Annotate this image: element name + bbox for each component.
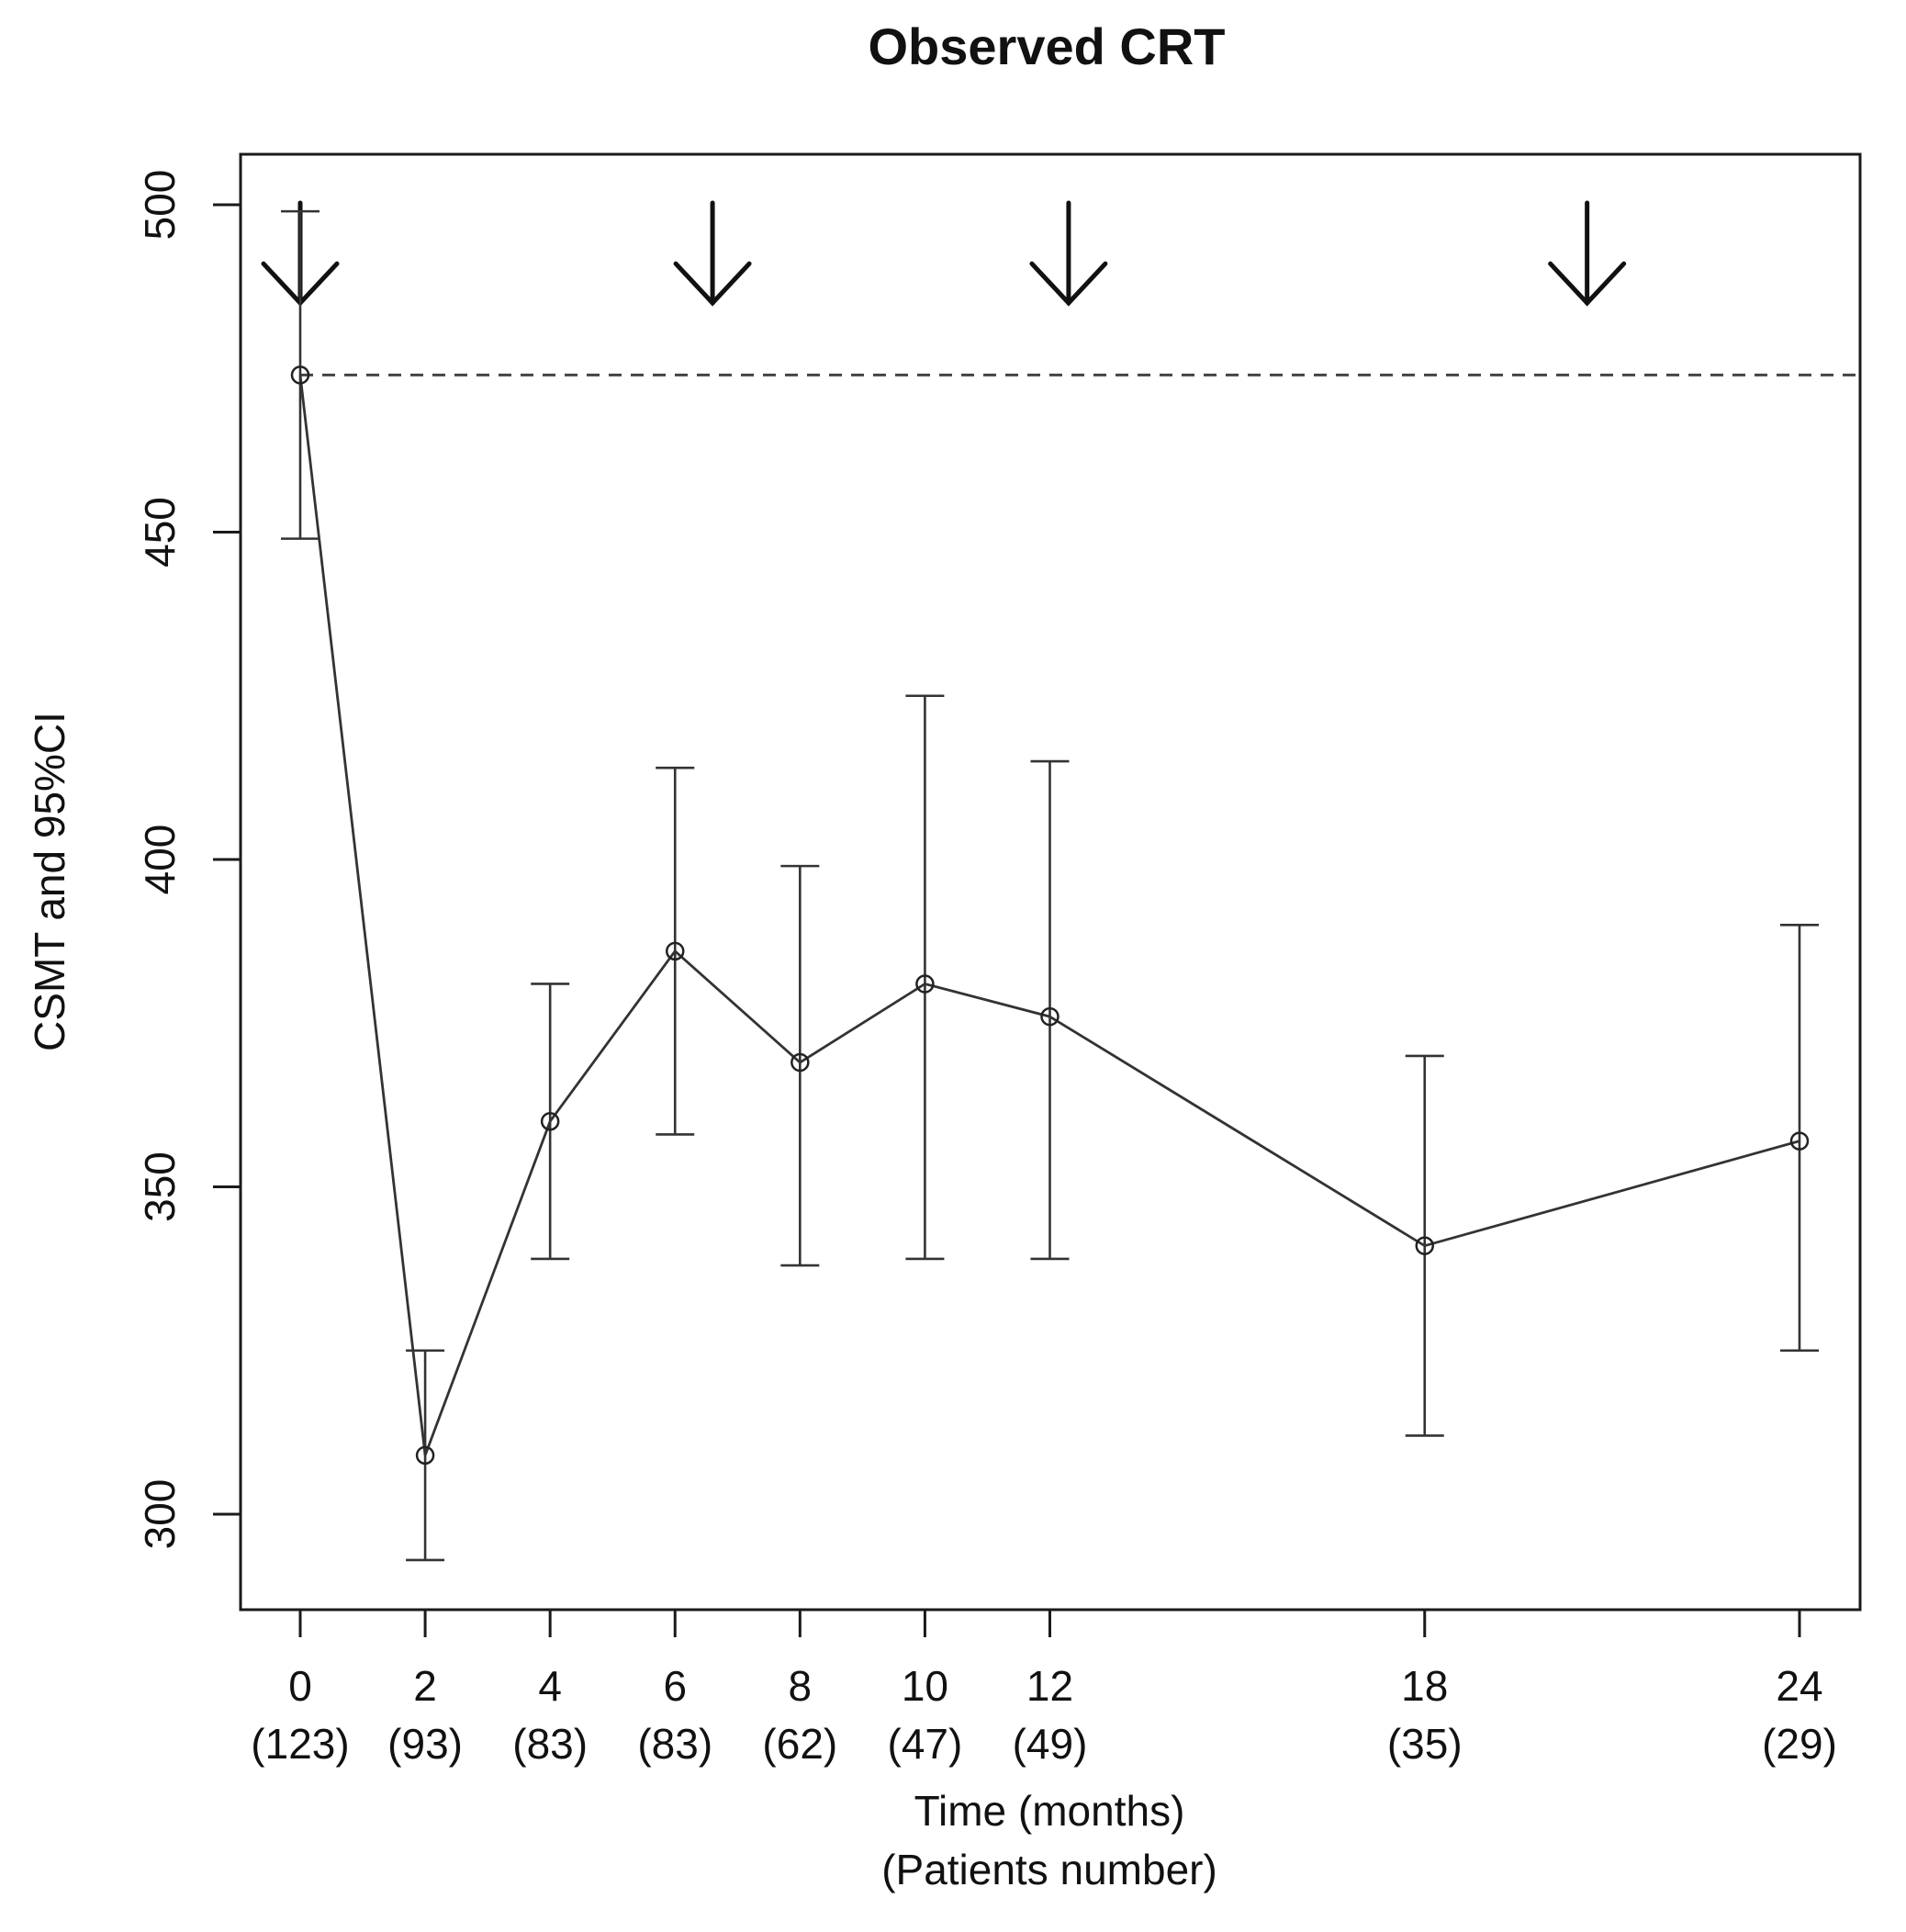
x-patient-count-label: (62) (762, 1720, 837, 1768)
x-patient-count-label: (83) (512, 1720, 588, 1768)
x-axis-label: Time (months) (914, 1787, 1185, 1835)
x-patient-count-label: (93) (387, 1720, 463, 1768)
x-tick-label: 6 (663, 1662, 687, 1710)
x-axis-secondary-label: (Patients number) (881, 1846, 1217, 1893)
data-points (290, 365, 1810, 1466)
treatment-arrows (261, 200, 1627, 307)
x-tick-label: 4 (538, 1662, 562, 1710)
arrow-head (1029, 261, 1108, 307)
y-tick-label: 350 (136, 1151, 184, 1222)
data-point (290, 365, 310, 385)
x-patient-count-label: (35) (1387, 1720, 1463, 1768)
error-bar (1030, 759, 1070, 1261)
x-tick-label: 10 (902, 1662, 948, 1710)
chart-title: Observed CRT (869, 17, 1226, 75)
y-tick-label: 400 (136, 825, 184, 895)
error-bar (780, 864, 820, 1267)
data-point (415, 1445, 435, 1466)
arrow-head (1548, 261, 1627, 307)
error-bar (1780, 923, 1819, 1353)
arrow-icon (1029, 200, 1108, 307)
data-point (666, 941, 685, 961)
x-patient-count-label: (83) (637, 1720, 712, 1768)
data-point (540, 1111, 560, 1131)
x-tick-label: 24 (1776, 1662, 1822, 1710)
y-tick-label: 450 (136, 497, 184, 567)
data-point (1040, 1006, 1060, 1027)
x-patient-count-label: (47) (888, 1720, 963, 1768)
data-point (1789, 1131, 1810, 1151)
error-bars (281, 209, 1819, 1562)
x-tick-label: 12 (1026, 1662, 1073, 1710)
x-tick-label: 18 (1401, 1662, 1448, 1710)
data-point (915, 974, 935, 994)
series-group (298, 375, 1800, 1456)
data-point (790, 1052, 810, 1073)
series-line (298, 375, 1800, 1456)
error-bar (905, 694, 945, 1261)
arrow-head (673, 261, 752, 307)
x-axis: 0 (123) 2 (93) 4 (83) 6 (83) 8 (62) 10 (47) 12 (49) 18… (251, 1608, 1837, 1768)
x-tick-label: 2 (413, 1662, 437, 1710)
arrow-icon (1548, 200, 1627, 307)
x-tick-label: 0 (288, 1662, 312, 1710)
x-patient-count-label: (123) (251, 1720, 349, 1768)
x-patient-count-label: (29) (1762, 1720, 1837, 1768)
arrow-icon (673, 200, 752, 307)
y-tick-label: 500 (136, 170, 184, 241)
data-point (1415, 1236, 1434, 1255)
x-tick-label: 8 (789, 1662, 813, 1710)
y-axis-label: CSMT and 95%CI (26, 712, 73, 1051)
y-tick-label: 300 (136, 1479, 184, 1550)
y-axis: 300 350 400 450 500 (136, 170, 242, 1550)
x-patient-count-label: (49) (1013, 1720, 1088, 1768)
